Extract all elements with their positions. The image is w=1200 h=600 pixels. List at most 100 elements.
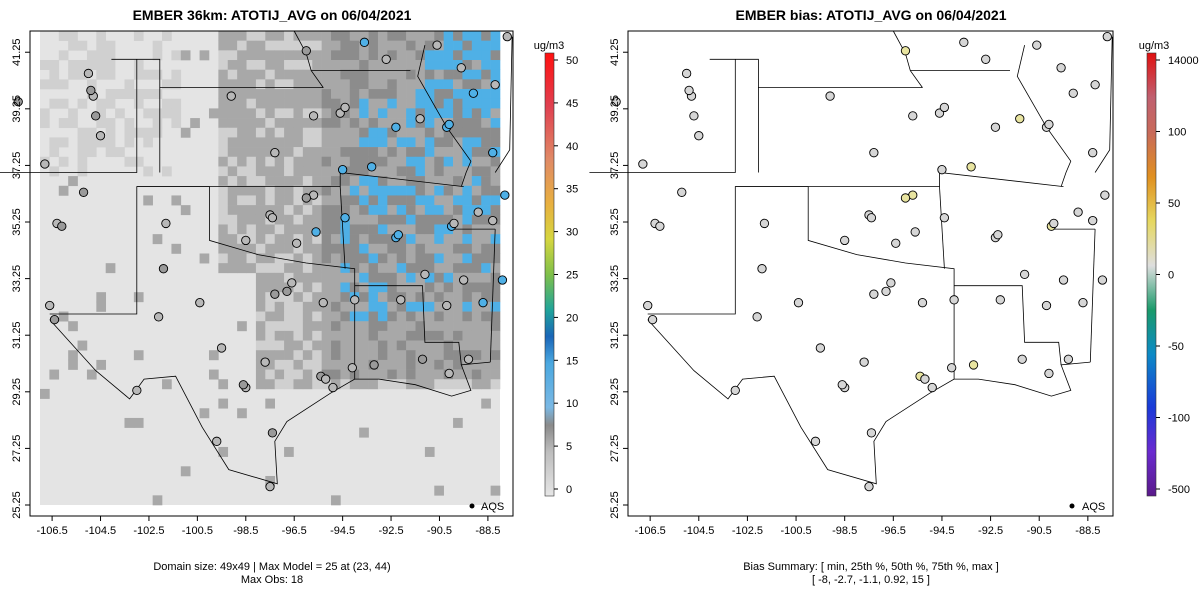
model-grid-cell: [453, 31, 463, 41]
model-grid-cell: [255, 137, 266, 148]
model-grid-cell: [274, 311, 285, 322]
model-grid-cell: [293, 69, 304, 80]
model-grid-cell: [265, 311, 275, 322]
model-grid-cell: [58, 311, 69, 322]
model-grid-cell: [462, 176, 473, 187]
model-grid-cell: [302, 60, 313, 70]
model-grid-cell: [481, 108, 491, 119]
model-grid-cell: [218, 176, 229, 187]
model-grid-cell: [415, 79, 426, 90]
bias-station-marker: [981, 54, 991, 64]
model-grid-cell: [462, 369, 473, 380]
model-grid-cell: [105, 40, 116, 51]
model-grid-cell: [96, 359, 107, 370]
model-grid-cell: [377, 147, 388, 158]
bias-station-marker: [840, 235, 850, 246]
model-grid-cell: [321, 359, 332, 370]
model-grid-cell: [490, 40, 501, 51]
model-grid-cell: [424, 127, 435, 138]
model-grid-cell: [284, 185, 294, 196]
model-grid-cell: [274, 350, 285, 361]
model-grid-cell: [255, 147, 266, 158]
model-grid-cell: [246, 98, 257, 109]
model-grid-cell: [312, 98, 322, 109]
model-grid-cell: [255, 301, 266, 312]
model-grid-cell: [77, 340, 88, 351]
model-grid-cell: [171, 69, 182, 80]
bias-station-marker: [1015, 114, 1025, 124]
model-grid-cell: [424, 446, 435, 457]
bias-station-marker: [655, 221, 665, 231]
model-grid-cell: [481, 147, 491, 158]
aqs-station-marker: [287, 278, 297, 288]
model-grid-cell: [481, 166, 491, 177]
model-grid-cell: [462, 234, 473, 245]
model-grid-cell: [424, 369, 435, 380]
model-grid-cell: [227, 195, 238, 206]
model-grid-cell: [368, 147, 379, 158]
model-grid-cell: [453, 214, 463, 225]
model-grid-cell: [359, 379, 369, 390]
model-grid-cell: [321, 98, 332, 109]
model-grid-cell: [434, 156, 444, 167]
model-grid-cell: [368, 156, 379, 167]
model-grid-cell: [302, 243, 313, 254]
model-grid-cell: [96, 292, 107, 303]
model-grid-cell: [321, 176, 332, 187]
model-grid-cell: [377, 282, 388, 293]
model-grid-cell: [340, 243, 351, 254]
model-grid-cell: [443, 234, 454, 245]
model-grid-cell: [133, 292, 144, 303]
model-grid-cell: [434, 311, 444, 322]
x-tick-label: -94.5: [929, 525, 954, 537]
model-grid-cell: [490, 321, 501, 332]
model-grid-cell: [368, 137, 379, 148]
model-grid-cell: [49, 147, 60, 158]
model-grid-cell: [331, 263, 341, 274]
model-grid-cell: [302, 292, 313, 303]
model-grid-cell: [462, 98, 473, 109]
model-grid-cell: [368, 263, 379, 274]
model-grid-cell: [415, 301, 426, 312]
x-tick-label: -104.5: [683, 525, 714, 537]
model-grid-cell: [462, 50, 473, 61]
model-grid-cell: [387, 359, 398, 370]
model-grid-cell: [265, 272, 275, 283]
aqs-station-marker: [347, 363, 357, 373]
model-grid-cell: [293, 311, 304, 322]
model-grid-cell: [255, 69, 266, 80]
model-grid-cell: [246, 195, 257, 206]
model-grid-cell: [274, 272, 285, 283]
model-grid-cell: [471, 31, 482, 41]
model-grid-cell: [490, 350, 501, 361]
model-grid-cell: [490, 205, 501, 216]
model-grid-cell: [415, 195, 426, 206]
model-grid-cell: [340, 195, 351, 206]
model-grid-cell: [284, 60, 294, 70]
model-grid-cell: [302, 185, 313, 196]
model-grid-cell: [284, 89, 294, 100]
model-grid-cell: [377, 369, 388, 380]
bias-station-marker: [1056, 63, 1066, 73]
model-grid-cell: [471, 340, 482, 351]
bias-station-marker: [647, 314, 658, 325]
model-grid-cell: [40, 108, 50, 119]
model-grid-cell: [227, 69, 238, 80]
model-grid-cell: [481, 79, 491, 90]
model-grid-cell: [265, 330, 275, 341]
model-grid-cell: [331, 185, 341, 196]
model-grid-cell: [180, 50, 191, 61]
model-grid-cell: [368, 214, 379, 225]
model-grid-cell: [302, 50, 313, 61]
colorbar-tick-label: 40: [566, 141, 578, 153]
aqs-station-marker: [260, 357, 270, 367]
model-grid-cell: [471, 263, 482, 274]
model-grid-cell: [396, 31, 407, 41]
bias-station-marker: [866, 213, 877, 223]
model-grid-cell: [180, 466, 191, 477]
model-grid-cell: [143, 89, 153, 100]
model-grid-cell: [274, 263, 285, 274]
model-grid-cell: [349, 40, 360, 51]
model-grid-cell: [265, 224, 275, 235]
model-grid-cell: [462, 69, 473, 80]
